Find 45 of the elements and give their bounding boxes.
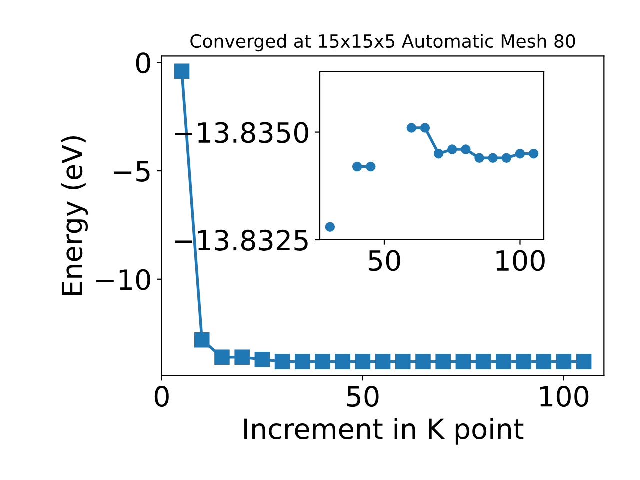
point — [366, 162, 376, 172]
point — [214, 350, 230, 366]
point — [461, 144, 471, 154]
point — [335, 354, 350, 370]
point — [576, 354, 592, 370]
x-axis-title: Increment in K point — [244, 418, 524, 445]
point — [375, 354, 391, 370]
point — [536, 354, 552, 370]
point — [474, 153, 484, 164]
y-axis-title: Energy (eV) — [61, 136, 88, 296]
chart-title: Converged at 15x15x5 Automatic Mesh 80 — [190, 34, 576, 52]
x-tick-label: 100 — [540, 386, 589, 408]
point — [234, 350, 250, 366]
point — [406, 123, 416, 133]
point — [488, 153, 498, 164]
point — [528, 148, 539, 159]
point — [174, 64, 190, 79]
point — [315, 354, 330, 370]
point — [502, 153, 512, 164]
point — [194, 332, 210, 348]
point — [436, 354, 451, 370]
y-tick-label: −5 — [114, 161, 150, 182]
point — [325, 222, 336, 232]
x-tick-label: 50 — [347, 386, 379, 408]
y-tick-label: −10 — [96, 269, 150, 290]
x-tick-label: 100 — [496, 250, 545, 272]
point — [515, 148, 526, 159]
point — [496, 354, 512, 370]
point — [355, 354, 371, 370]
y-tick-label: 0 — [136, 52, 150, 74]
point — [254, 352, 270, 368]
point — [456, 354, 472, 370]
point — [434, 148, 444, 159]
point — [516, 354, 532, 370]
point — [556, 354, 572, 370]
point — [352, 162, 362, 172]
x-tick-label: 0 — [154, 386, 169, 408]
point — [274, 354, 290, 370]
point — [420, 123, 430, 133]
point — [294, 354, 310, 370]
point — [396, 354, 411, 370]
point — [448, 144, 458, 154]
point — [476, 354, 492, 370]
point — [416, 354, 431, 370]
x-tick-label: 50 — [368, 250, 400, 272]
